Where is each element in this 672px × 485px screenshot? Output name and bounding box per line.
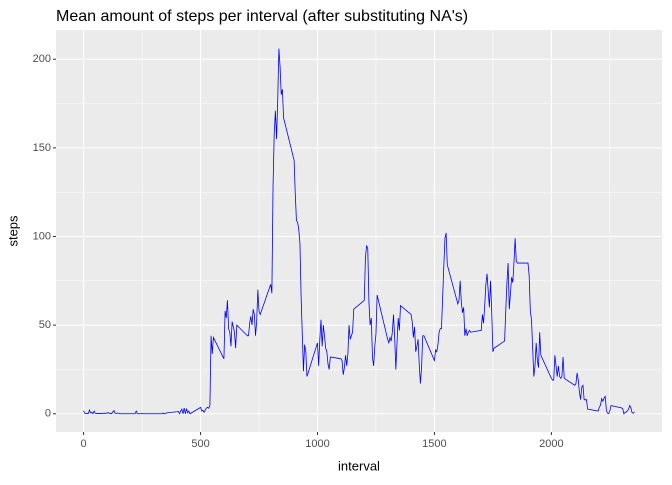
y-tick-label: 150: [33, 142, 51, 154]
x-tick-label: 1500: [422, 438, 446, 450]
y-tick-label: 0: [45, 408, 51, 420]
panel: [56, 30, 662, 432]
y-axis-label: steps: [5, 215, 20, 247]
line: [83, 48, 635, 415]
x-axis-label: interval: [338, 458, 380, 473]
x-tick-label: 0: [81, 438, 87, 450]
y-tick-label: 200: [33, 53, 51, 65]
y-tick-label: 50: [39, 319, 51, 331]
x-tick-label: 500: [191, 438, 209, 450]
x-tick-label: 2000: [539, 438, 563, 450]
grid: [56, 30, 662, 432]
chart-title: Mean amount of steps per interval (after…: [56, 8, 468, 25]
y-tick-label: 100: [33, 230, 51, 242]
x-tick-label: 1000: [305, 438, 329, 450]
